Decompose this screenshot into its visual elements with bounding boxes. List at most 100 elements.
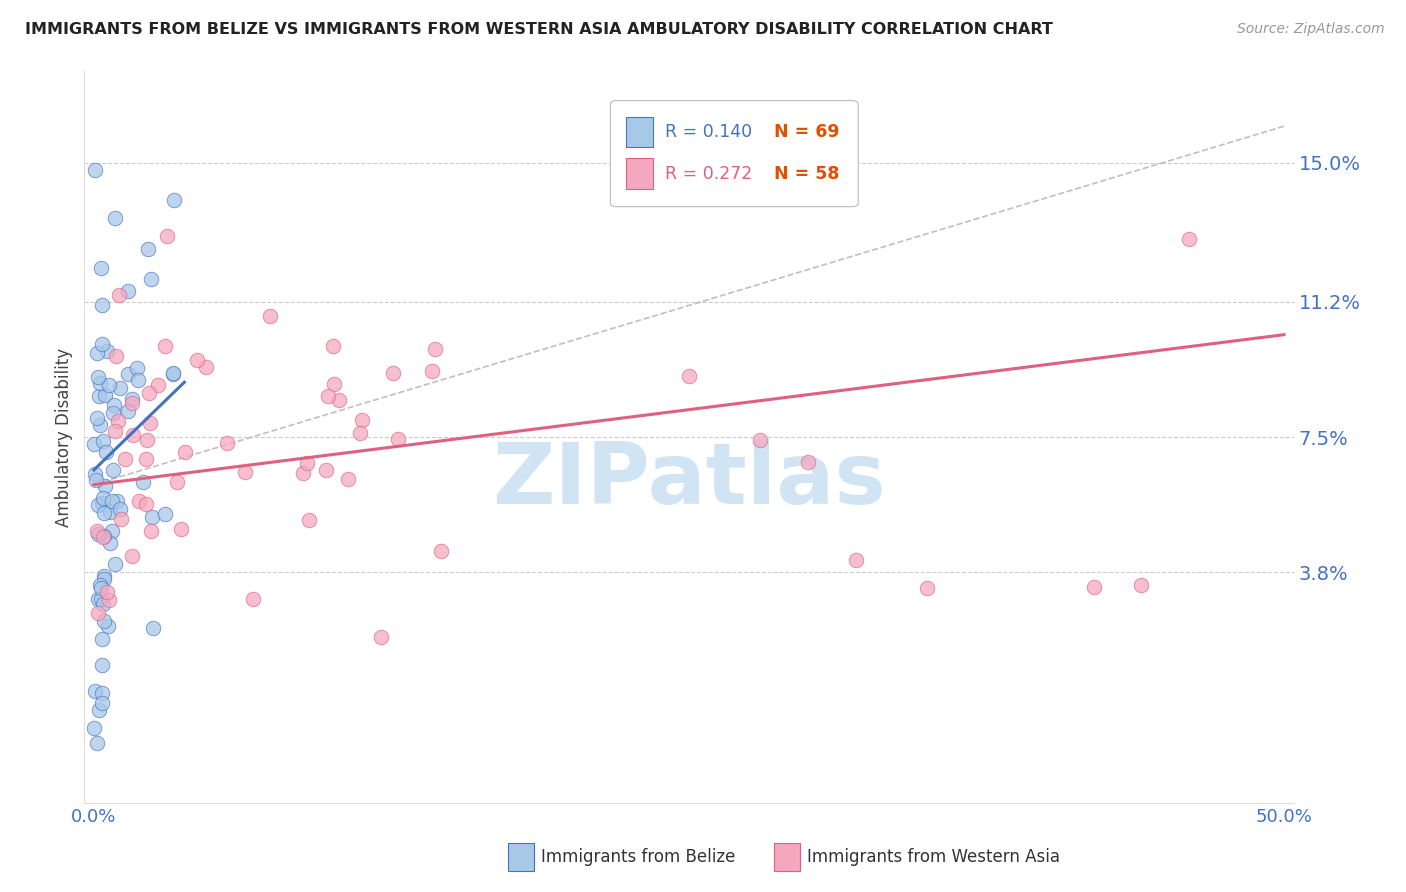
Point (194, 359, 217, 374)
Point (117, 367, 139, 381)
Point (83, 684, 105, 698)
FancyBboxPatch shape (610, 101, 858, 207)
Point (93, 614, 115, 628)
Point (103, 463, 125, 477)
Point (89, 376, 111, 390)
Text: ZIPatlas: ZIPatlas (492, 440, 886, 523)
Point (141, 524, 163, 538)
Point (86, 606, 108, 620)
Point (163, 194, 186, 208)
Point (141, 510, 163, 524)
Point (153, 507, 176, 521)
Point (104, 424, 127, 438)
Point (315, 462, 337, 476)
Point (915, 581, 938, 595)
Point (125, 361, 148, 376)
Point (98, 377, 121, 392)
Point (139, 271, 162, 285)
Point (97, 619, 120, 633)
Point (242, 591, 264, 606)
Text: Immigrants from Belize: Immigrants from Belize (541, 848, 735, 866)
Point (91, 491, 114, 505)
Point (89, 703, 111, 717)
Point (101, 493, 124, 508)
Point (117, 285, 139, 299)
Point (93, 506, 115, 520)
Point (142, 621, 165, 635)
Text: R = 0.272: R = 0.272 (665, 165, 752, 183)
Point (91, 434, 114, 448)
Point (91, 336, 114, 351)
Y-axis label: Ambulatory Disability: Ambulatory Disability (55, 348, 73, 526)
Point (90, 696, 112, 710)
Point (98, 593, 121, 607)
Point (316, 389, 339, 403)
Point (86, 524, 108, 539)
Point (215, 435, 238, 450)
Point (86, 411, 108, 425)
Point (90, 657, 112, 672)
Point (86, 498, 108, 512)
Point (90, 686, 112, 700)
Point (93, 569, 115, 583)
Point (103, 398, 125, 412)
Point (139, 417, 162, 431)
Point (94, 445, 117, 459)
Point (90, 581, 112, 595)
Point (121, 396, 143, 410)
Point (349, 426, 371, 441)
Point (91, 496, 114, 510)
Point (370, 630, 392, 644)
Text: IMMIGRANTS FROM BELIZE VS IMMIGRANTS FROM WESTERN ASIA AMBULATORY DISABILITY COR: IMMIGRANTS FROM BELIZE VS IMMIGRANTS FRO… (25, 22, 1053, 37)
Point (420, 364, 443, 378)
Point (105, 494, 128, 508)
Point (128, 494, 150, 508)
Point (108, 502, 131, 516)
Point (93, 572, 115, 586)
Point (91, 298, 114, 312)
Point (132, 475, 155, 490)
Point (162, 367, 184, 381)
Point (110, 512, 132, 526)
Point (797, 455, 820, 469)
Point (298, 512, 321, 526)
Bar (626, 159, 652, 189)
Point (381, 366, 404, 380)
Text: N = 58: N = 58 (773, 165, 839, 183)
Point (138, 386, 160, 401)
Point (259, 310, 281, 324)
Point (845, 553, 868, 567)
Point (138, 242, 160, 256)
Bar (773, 843, 800, 871)
Point (93, 529, 115, 543)
Point (89, 418, 111, 433)
Point (1083, 580, 1105, 594)
Point (155, 339, 177, 353)
Point (292, 466, 315, 480)
Point (87, 370, 110, 384)
Point (108, 381, 131, 395)
Bar (626, 117, 652, 147)
Point (101, 406, 124, 420)
Point (430, 544, 453, 558)
Point (96, 344, 118, 359)
Point (91, 597, 114, 611)
Point (121, 428, 143, 442)
Point (104, 349, 127, 363)
Point (135, 452, 157, 467)
Point (84, 163, 107, 178)
Point (101, 524, 124, 539)
Point (135, 497, 157, 511)
Text: N = 69: N = 69 (773, 123, 839, 141)
Point (84, 467, 107, 481)
Point (127, 373, 149, 387)
Point (121, 392, 143, 406)
Point (162, 366, 184, 380)
Point (148, 377, 170, 392)
Point (84, 473, 107, 487)
Point (678, 369, 700, 384)
Point (1178, 232, 1201, 246)
Point (322, 338, 344, 352)
Point (87, 591, 110, 606)
Point (91, 530, 114, 544)
